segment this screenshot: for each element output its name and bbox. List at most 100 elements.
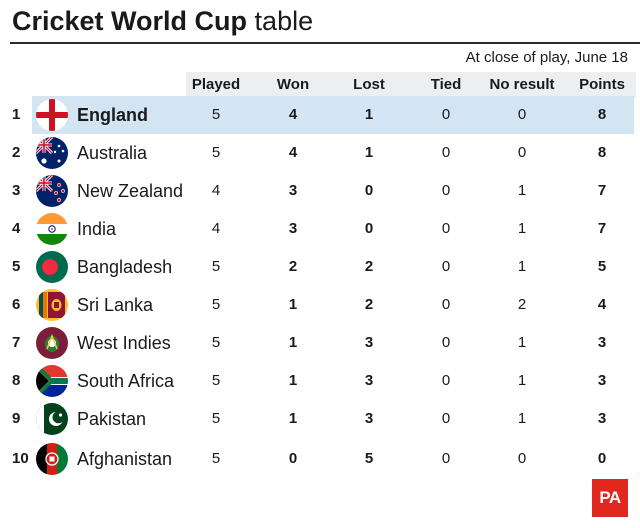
played-cell: 4 bbox=[211, 182, 221, 199]
table-row: 6 Sri Lanka 5 1 2 0 2 4 bbox=[0, 286, 640, 324]
column-header-won: Won bbox=[276, 76, 310, 93]
won-cell: 3 bbox=[288, 220, 298, 237]
won-cell: 1 bbox=[288, 334, 298, 351]
won-cell: 2 bbox=[288, 258, 298, 275]
table-row: 2 Australia 5 4 1 0 0 8 bbox=[0, 134, 640, 172]
played-cell: 5 bbox=[211, 450, 221, 467]
no-result-cell: 0 bbox=[517, 106, 527, 123]
table-row: 9 Pakistan 5 1 3 0 1 3 bbox=[0, 400, 640, 438]
column-header-tied: Tied bbox=[430, 76, 462, 93]
pakistan-flag-icon bbox=[36, 403, 68, 435]
tied-cell: 0 bbox=[441, 334, 451, 351]
page-title: Cricket World Cup table bbox=[12, 4, 313, 38]
lost-cell: 5 bbox=[364, 450, 374, 467]
column-header-no-result: No result bbox=[489, 76, 555, 93]
points-cell: 3 bbox=[597, 334, 607, 351]
lost-cell: 3 bbox=[364, 334, 374, 351]
column-header-points: Points bbox=[579, 76, 625, 93]
table-row: 4 India 4 3 0 0 1 7 bbox=[0, 210, 640, 248]
tied-cell: 0 bbox=[441, 450, 451, 467]
no-result-cell: 1 bbox=[517, 372, 527, 389]
points-cell: 7 bbox=[597, 220, 607, 237]
tied-cell: 0 bbox=[441, 106, 451, 123]
points-cell: 3 bbox=[597, 372, 607, 389]
west-indies-flag-icon bbox=[36, 327, 68, 359]
played-cell: 5 bbox=[211, 258, 221, 275]
lost-cell: 2 bbox=[364, 296, 374, 313]
title-bold: Cricket World Cup bbox=[12, 6, 248, 36]
tied-cell: 0 bbox=[441, 372, 451, 389]
column-header-lost: Lost bbox=[353, 76, 385, 93]
rank-cell: 4 bbox=[12, 220, 21, 237]
no-result-cell: 1 bbox=[517, 258, 527, 275]
no-result-cell: 1 bbox=[517, 334, 527, 351]
table-row: 3 New Zealand 4 3 0 0 1 7 bbox=[0, 172, 640, 210]
points-cell: 8 bbox=[597, 144, 607, 161]
lost-cell: 2 bbox=[364, 258, 374, 275]
rank-cell: 10 bbox=[12, 450, 29, 467]
team-name: Sri Lanka bbox=[77, 295, 154, 315]
rank-cell: 1 bbox=[12, 106, 21, 123]
points-cell: 7 bbox=[597, 182, 607, 199]
new-zealand-flag-icon bbox=[36, 175, 68, 207]
tied-cell: 0 bbox=[441, 296, 451, 313]
rank-cell: 5 bbox=[12, 258, 21, 275]
won-cell: 3 bbox=[288, 182, 298, 199]
lost-cell: 1 bbox=[364, 106, 374, 123]
team-name: Australia bbox=[77, 143, 148, 163]
played-cell: 4 bbox=[211, 220, 221, 237]
table-row: 8 South Africa 5 1 3 0 1 3 bbox=[0, 362, 640, 400]
lost-cell: 0 bbox=[364, 220, 374, 237]
rank-cell: 3 bbox=[12, 182, 21, 199]
team-name: England bbox=[77, 105, 148, 125]
rank-cell: 7 bbox=[12, 334, 21, 351]
played-cell: 5 bbox=[211, 410, 221, 427]
pa-logo: PA bbox=[592, 479, 628, 517]
played-cell: 5 bbox=[211, 106, 221, 123]
no-result-cell: 1 bbox=[517, 182, 527, 199]
tied-cell: 0 bbox=[441, 410, 451, 427]
table-row: 10 Afghanistan 5 0 5 0 0 0 bbox=[0, 440, 640, 478]
won-cell: 4 bbox=[288, 144, 298, 161]
won-cell: 0 bbox=[288, 450, 298, 467]
england-flag-icon bbox=[36, 99, 68, 131]
no-result-cell: 1 bbox=[517, 410, 527, 427]
afghanistan-flag-icon bbox=[36, 443, 68, 475]
tied-cell: 0 bbox=[441, 144, 451, 161]
title-divider bbox=[10, 42, 640, 44]
lost-cell: 3 bbox=[364, 372, 374, 389]
points-cell: 4 bbox=[597, 296, 607, 313]
played-cell: 5 bbox=[211, 144, 221, 161]
lost-cell: 3 bbox=[364, 410, 374, 427]
team-name: South Africa bbox=[77, 371, 175, 391]
lost-cell: 1 bbox=[364, 144, 374, 161]
south-africa-flag-icon bbox=[36, 365, 68, 397]
no-result-cell: 0 bbox=[517, 144, 527, 161]
table-row: 1 England 5 4 1 0 0 8 bbox=[0, 96, 640, 134]
played-cell: 5 bbox=[211, 372, 221, 389]
played-cell: 5 bbox=[211, 296, 221, 313]
won-cell: 1 bbox=[288, 372, 298, 389]
tied-cell: 0 bbox=[441, 182, 451, 199]
team-name: Afghanistan bbox=[77, 449, 173, 469]
rank-cell: 6 bbox=[12, 296, 21, 313]
lost-cell: 0 bbox=[364, 182, 374, 199]
won-cell: 4 bbox=[288, 106, 298, 123]
bangladesh-flag-icon bbox=[36, 251, 68, 283]
team-name: India bbox=[77, 219, 117, 239]
points-cell: 8 bbox=[597, 106, 607, 123]
title-rest: table bbox=[254, 6, 314, 36]
no-result-cell: 2 bbox=[517, 296, 527, 313]
rank-cell: 2 bbox=[12, 144, 21, 161]
india-flag-icon bbox=[36, 213, 68, 245]
team-name: West Indies bbox=[77, 333, 171, 353]
highlighted-row-background bbox=[32, 96, 634, 134]
subtitle: At close of play, June 18 bbox=[465, 49, 628, 66]
rank-cell: 8 bbox=[12, 372, 21, 389]
tied-cell: 0 bbox=[441, 258, 451, 275]
won-cell: 1 bbox=[288, 410, 298, 427]
points-cell: 0 bbox=[597, 450, 607, 467]
column-header-band bbox=[186, 72, 636, 98]
points-cell: 3 bbox=[597, 410, 607, 427]
table-row: 5 Bangladesh 5 2 2 0 1 5 bbox=[0, 248, 640, 286]
